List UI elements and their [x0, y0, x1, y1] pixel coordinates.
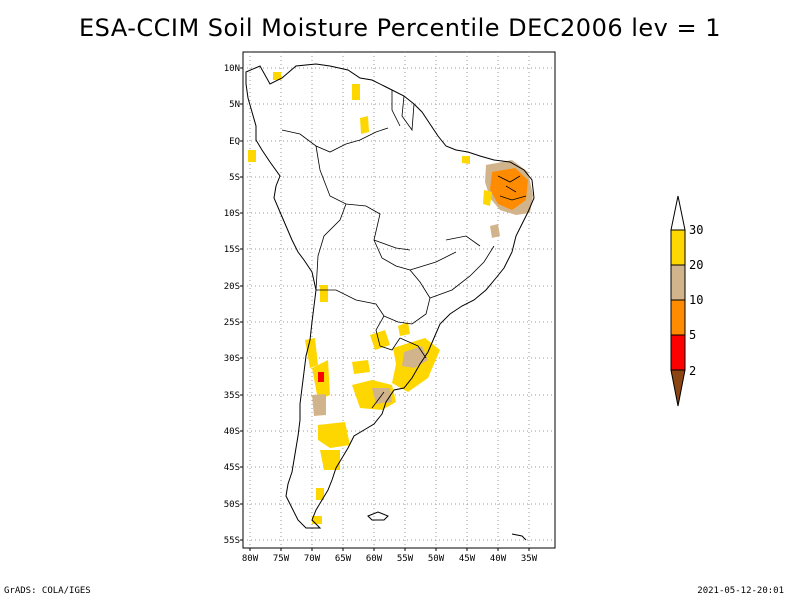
- lat-label: 40S: [224, 427, 240, 437]
- colorbar-5-10: [670, 299, 686, 336]
- colorbar-label: 20: [689, 258, 703, 272]
- falklands: [367, 511, 389, 521]
- shade-andes-1: [320, 285, 328, 302]
- shade-ne-brazil-orange: [490, 168, 528, 210]
- map-title: ESA-CCIM Soil Moisture Percentile DEC200…: [78, 14, 722, 42]
- colorbar-top-triangle: [670, 195, 686, 231]
- shade-patagonia-3: [316, 488, 324, 500]
- lat-labels: 10N 5N EQ 5S 10S 15S 20S 25S 30S 35S 40S…: [224, 64, 240, 546]
- south-georgia: [511, 533, 527, 541]
- colorbar-10-20: [670, 264, 686, 301]
- shade-argentina-3: [370, 330, 390, 350]
- shade-north-2: [360, 116, 369, 134]
- lon-label: 70W: [304, 554, 321, 564]
- lat-label: 10N: [224, 64, 240, 74]
- colorbar-2-5: [670, 334, 686, 371]
- lat-label: 20S: [224, 282, 240, 292]
- shade-north-1: [352, 84, 360, 100]
- shade-north-3: [248, 150, 256, 162]
- lat-label: 35S: [224, 391, 240, 401]
- colorbar-label: 10: [689, 293, 703, 307]
- shade-andes-tan: [312, 394, 326, 416]
- lon-label: 75W: [273, 554, 290, 564]
- colorbar-label: 5: [689, 328, 696, 342]
- shade-parana: [398, 322, 410, 336]
- lon-label: 45W: [459, 554, 476, 564]
- shade-andes-red: [318, 372, 324, 382]
- colorbar-labels: 30 20 10 5 2: [689, 223, 703, 378]
- color-bar: [670, 195, 686, 407]
- shade-argentina-2: [352, 360, 370, 374]
- lon-label: 40W: [490, 554, 507, 564]
- colorbar-bottom-triangle: [670, 369, 686, 407]
- shade-ne-brazil-yellow-2: [462, 156, 470, 164]
- lon-labels: 80W 75W 70W 65W 60W 55W 50W 45W 40W 35W: [242, 554, 538, 564]
- lon-label: 35W: [521, 554, 538, 564]
- lat-label: 55S: [224, 536, 240, 546]
- colorbar-label: 2: [689, 364, 696, 378]
- shade-ne-brazil-yellow-1: [483, 190, 492, 206]
- lon-ticks: [249, 548, 530, 551]
- lat-label: 50S: [224, 500, 240, 510]
- lat-label: 25S: [224, 318, 240, 328]
- lat-label: 45S: [224, 463, 240, 473]
- lat-label: 15S: [224, 245, 240, 255]
- lat-label: EQ: [229, 137, 240, 147]
- continent-outline: [245, 63, 535, 529]
- lat-label: 30S: [224, 354, 240, 364]
- lat-label: 5N: [229, 100, 240, 110]
- percentile-shading: [248, 72, 533, 524]
- lat-ticks: [240, 67, 243, 541]
- map-frame: [242, 51, 556, 549]
- coastline: [245, 63, 535, 529]
- lon-label: 80W: [242, 554, 259, 564]
- lon-label: 60W: [366, 554, 383, 564]
- shade-north-4: [273, 72, 281, 80]
- lat-label: 5S: [229, 173, 240, 183]
- shade-patagonia-2: [320, 450, 340, 470]
- shade-bahia-tan: [490, 224, 500, 238]
- footer-credit: GrADS: COLA/IGES: [4, 586, 91, 596]
- country-borders: [281, 90, 527, 409]
- colorbar-20-30: [670, 229, 686, 266]
- footer-timestamp: 2021-05-12-20:01: [697, 586, 784, 596]
- lon-label: 50W: [428, 554, 445, 564]
- lon-label: 55W: [397, 554, 414, 564]
- lon-label: 65W: [335, 554, 352, 564]
- lat-label: 10S: [224, 209, 240, 219]
- colorbar-label: 30: [689, 223, 703, 237]
- grid-lines: [243, 52, 555, 548]
- shade-patagonia-1: [318, 422, 350, 448]
